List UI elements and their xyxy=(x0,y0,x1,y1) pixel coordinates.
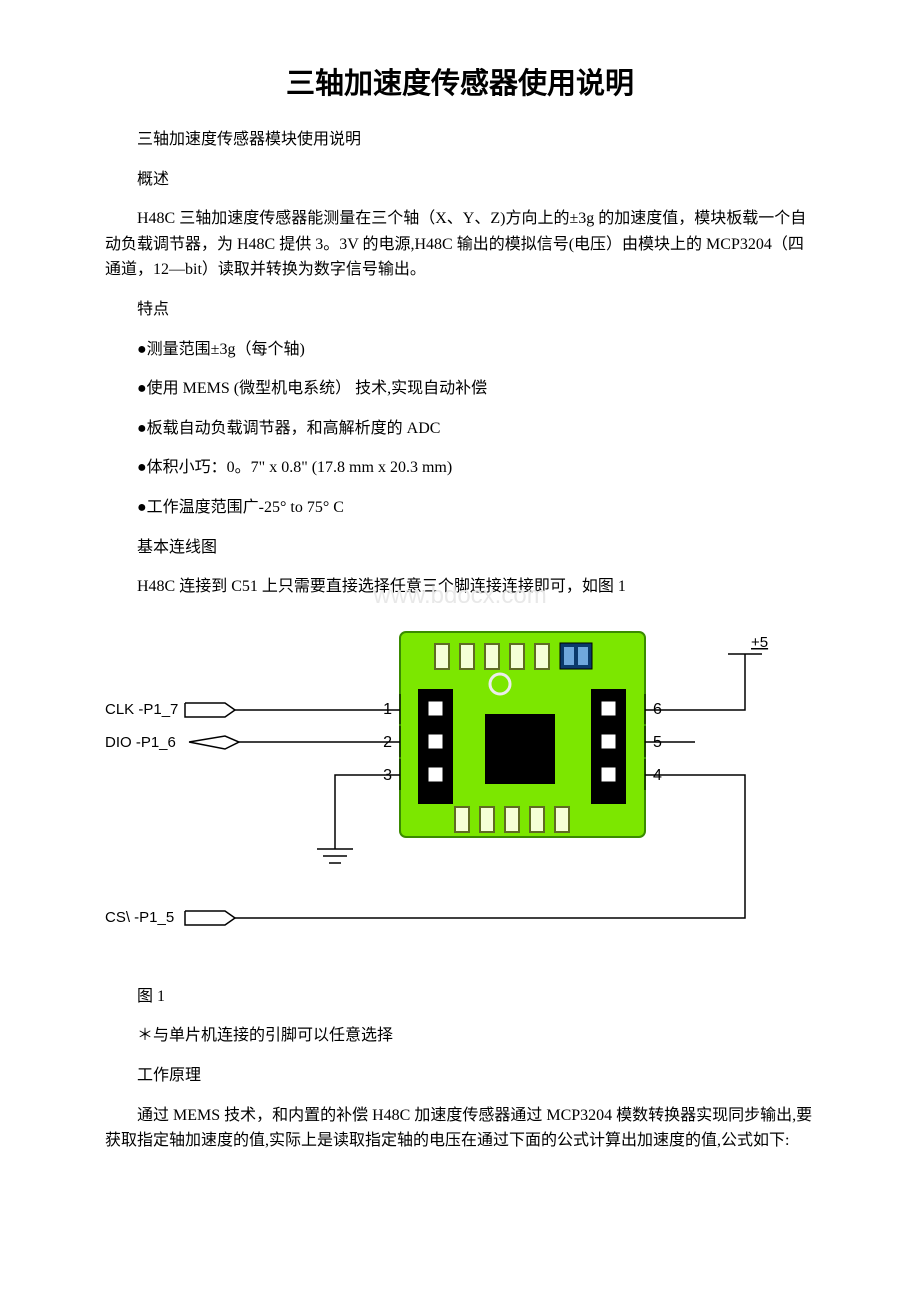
clk-label: CLK -P1_7 xyxy=(105,701,178,718)
body-para: 特点 xyxy=(105,297,815,323)
v5-label: +5 xyxy=(751,634,768,651)
body-para: 概述 xyxy=(105,167,815,193)
bullet-item: ●工作温度范围广-25° to 75° C xyxy=(105,495,815,521)
left-pads xyxy=(418,689,453,804)
dio-label: DIO -P1_6 xyxy=(105,734,176,751)
center-chip xyxy=(485,714,555,784)
body-para: H48C 三轴加速度传感器能测量在三个轴（X、Y、Z)方向上的±3g 的加速度值… xyxy=(105,206,815,283)
cs-label: CS\ -P1_5 xyxy=(105,909,174,926)
bullet-item: ●测量范围±3g（每个轴) xyxy=(105,337,815,363)
page-title: 三轴加速度传感器使用说明 xyxy=(105,60,815,102)
diagram-svg: 1 2 3 6 5 4 CLK -P1_7 DIO -P1_6 CS\ -P1_… xyxy=(105,614,815,954)
figure-caption: 图 1 xyxy=(105,984,815,1010)
body-para: 三轴加速度传感器模块使用说明 xyxy=(105,127,815,153)
body-para: 基本连线图 xyxy=(105,535,815,561)
port-symbol xyxy=(189,736,239,749)
body-para: 工作原理 xyxy=(105,1063,815,1089)
body-para: 通过 MEMS 技术，和内置的补偿 H48C 加速度传感器通过 MCP3204 … xyxy=(105,1103,815,1154)
ground-symbol xyxy=(317,849,353,863)
port-symbol xyxy=(185,703,235,717)
bullet-item: ●体积小巧：0。7" x 0.8" (17.8 mm x 20.3 mm) xyxy=(105,455,815,481)
wiring-diagram: www.bdocx.com xyxy=(105,614,815,954)
port-symbol xyxy=(185,911,235,925)
bullet-item: ●使用 MEMS (微型机电系统） 技术,实现自动补偿 xyxy=(105,376,815,402)
body-para: ＊与单片机连接的引脚可以任意选择 xyxy=(105,1023,815,1049)
wire xyxy=(335,775,400,849)
body-para: H48C 连接到 C51 上只需要直接选择任意三个脚连接连接即可，如图 1 xyxy=(105,574,815,600)
right-pads xyxy=(591,689,626,804)
bullet-item: ●板载自动负载调节器，和高解析度的 ADC xyxy=(105,416,815,442)
